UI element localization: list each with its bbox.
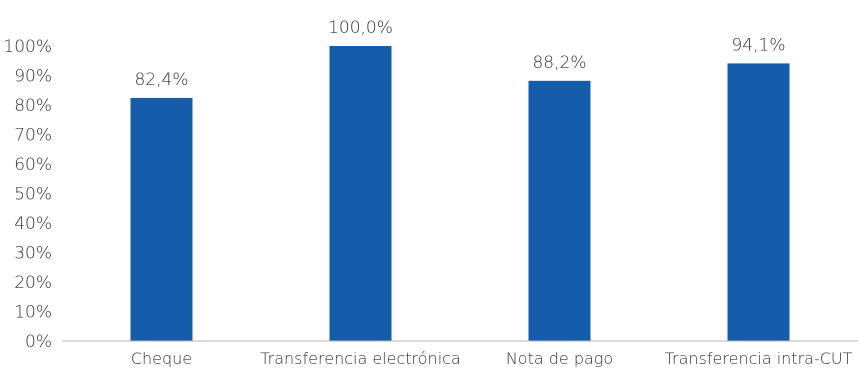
y-tick-label: 0% [25, 332, 52, 352]
category-label: Transferencia intra-CUT [665, 349, 853, 368]
category-label: Cheque [131, 349, 192, 368]
y-tick-label: 60% [14, 155, 52, 175]
bar [727, 63, 790, 341]
y-tick-label: 100% [3, 37, 52, 57]
y-tick-label: 30% [14, 244, 52, 264]
data-label: 88,2% [532, 53, 586, 73]
y-tick-label: 80% [14, 96, 52, 116]
bar [130, 97, 193, 341]
x-axis: Cheque Transferencia electrónica Nota de p… [62, 340, 858, 368]
bar [329, 46, 392, 341]
data-label: 94,1% [731, 35, 785, 55]
y-axis: 0% 10% 20% 30% 40% 50% 60% 70% 80% 90% 100% [3, 37, 52, 352]
bar [528, 80, 591, 341]
y-tick-label: 70% [14, 126, 52, 146]
y-tick-label: 40% [14, 214, 52, 234]
category-label: Nota de pago [506, 349, 613, 368]
data-label: 82,4% [134, 70, 188, 90]
y-tick-label: 10% [14, 303, 52, 323]
y-tick-label: 90% [14, 67, 52, 87]
y-tick-label: 50% [14, 185, 52, 205]
category-label: Transferencia electrónica [260, 349, 461, 368]
y-tick-label: 20% [14, 273, 52, 293]
data-label: 100,0% [328, 18, 393, 38]
bars: 82,4% 100,0% 88,2% 94,1% [130, 18, 790, 341]
